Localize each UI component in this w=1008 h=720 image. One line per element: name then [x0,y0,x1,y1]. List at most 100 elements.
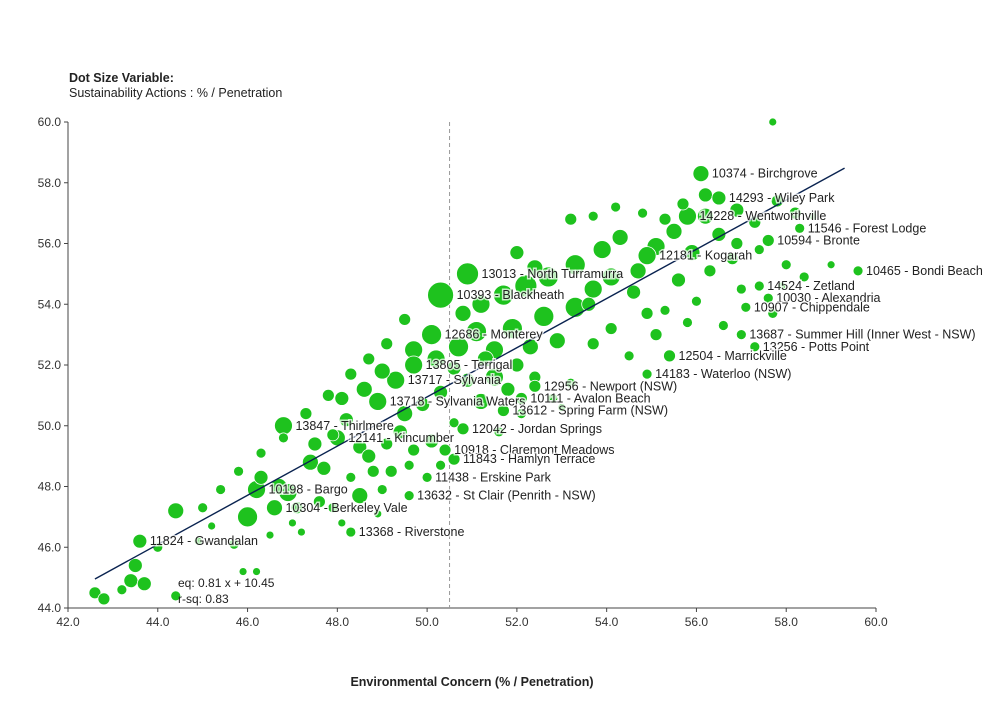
data-point[interactable] [373,362,391,380]
data-point[interactable] [725,252,739,266]
data-point[interactable] [123,573,139,589]
data-point[interactable] [366,464,380,478]
labeled-data-point[interactable] [456,422,470,436]
data-point[interactable] [683,244,701,262]
labeled-data-point[interactable] [735,329,747,341]
labeled-data-point[interactable] [761,234,775,247]
data-point[interactable] [547,393,559,404]
data-point[interactable] [565,377,577,389]
data-point[interactable] [500,381,516,397]
data-point[interactable] [233,465,244,477]
data-point[interactable] [361,448,377,464]
data-point[interactable] [407,443,421,457]
data-point[interactable] [611,229,629,246]
data-point[interactable] [448,417,460,429]
data-point[interactable] [698,187,713,203]
data-point[interactable] [788,206,802,220]
data-point[interactable] [136,576,152,592]
data-point[interactable] [537,266,559,288]
data-point[interactable] [403,459,415,471]
data-point[interactable] [767,307,779,319]
data-point[interactable] [384,464,398,478]
data-point[interactable] [587,210,599,222]
labeled-data-point[interactable] [421,471,433,483]
data-point[interactable] [255,447,267,459]
data-point[interactable] [265,530,275,540]
data-point[interactable] [509,245,525,261]
data-point[interactable] [658,212,672,226]
data-point[interactable] [167,502,185,520]
data-point[interactable] [768,117,778,127]
labeled-data-point[interactable] [663,349,676,363]
data-point[interactable] [228,538,240,550]
data-point[interactable] [557,403,567,412]
data-point[interactable] [649,328,663,342]
data-point[interactable] [253,469,269,485]
labeled-data-point[interactable] [368,392,388,411]
data-point[interactable] [826,260,836,270]
data-point[interactable] [703,264,717,278]
data-point[interactable] [640,306,654,320]
data-point[interactable] [337,518,347,528]
data-point[interactable] [659,304,671,316]
labeled-data-point[interactable] [404,355,424,375]
data-point[interactable] [207,521,217,531]
data-point[interactable] [312,495,326,509]
data-point[interactable] [808,211,818,221]
labeled-data-point[interactable] [266,499,283,517]
data-point[interactable] [290,501,304,515]
data-point[interactable] [730,237,744,250]
labeled-data-point[interactable] [132,533,148,549]
data-point[interactable] [446,360,462,376]
labeled-data-point[interactable] [386,370,406,390]
data-point[interactable] [344,367,358,381]
data-point[interactable] [717,320,729,331]
data-point[interactable] [454,304,472,322]
data-point[interactable] [380,337,394,351]
data-point[interactable] [753,244,765,255]
data-point[interactable] [97,592,111,606]
labeled-data-point[interactable] [692,165,710,183]
data-point[interactable] [637,207,648,219]
data-point[interactable] [471,294,491,314]
data-point[interactable] [697,207,714,225]
data-point[interactable] [493,426,505,438]
data-point[interactable] [583,279,603,299]
data-point[interactable] [581,296,597,312]
data-point[interactable] [373,509,383,519]
data-point[interactable] [729,202,745,218]
data-point[interactable] [127,558,143,573]
labeled-data-point[interactable] [711,190,727,206]
labeled-data-point[interactable] [762,292,774,304]
labeled-data-point[interactable] [794,222,806,234]
data-point[interactable] [193,536,203,546]
data-point[interactable] [466,321,487,342]
data-point[interactable] [392,424,408,440]
labeled-data-point[interactable] [447,452,461,466]
data-point[interactable] [376,484,388,495]
data-point[interactable] [548,332,566,350]
data-point[interactable] [780,259,792,271]
data-point[interactable] [798,271,810,283]
labeled-data-point[interactable] [274,416,293,436]
data-point[interactable] [362,352,376,366]
labeled-data-point[interactable] [852,265,864,277]
data-point[interactable] [327,502,339,514]
data-point[interactable] [215,484,227,495]
data-point[interactable] [629,262,647,280]
data-point[interactable] [623,350,635,362]
data-point[interactable] [435,459,446,471]
data-point[interactable] [338,412,354,428]
data-point[interactable] [307,436,323,452]
data-point[interactable] [345,471,357,483]
labeled-data-point[interactable] [497,404,510,417]
labeled-data-point[interactable] [421,324,443,346]
data-point[interactable] [586,337,600,351]
data-point[interactable] [316,460,332,476]
data-point[interactable] [238,567,248,576]
data-point[interactable] [334,391,350,406]
data-point[interactable] [351,487,369,505]
data-point[interactable] [252,567,261,576]
data-point[interactable] [604,322,618,335]
data-point[interactable] [278,432,289,444]
